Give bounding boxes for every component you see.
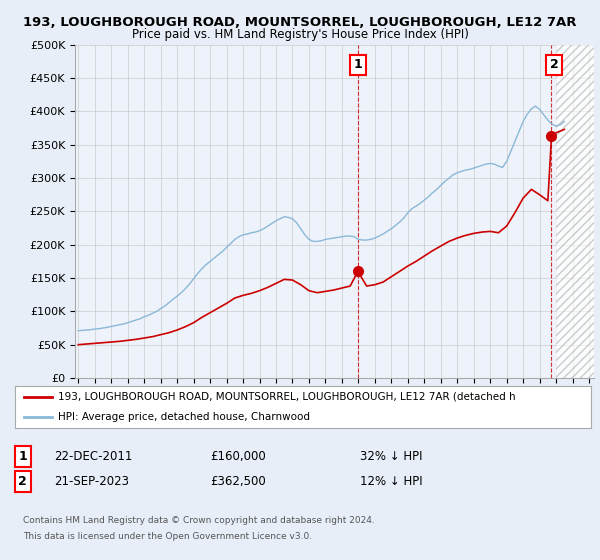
Bar	[556, 45, 597, 378]
Text: 2: 2	[19, 475, 27, 488]
Text: 2: 2	[550, 58, 559, 71]
Text: £362,500: £362,500	[210, 475, 266, 488]
Text: Contains HM Land Registry data © Crown copyright and database right 2024.: Contains HM Land Registry data © Crown c…	[23, 516, 374, 525]
Bar	[556, 45, 597, 378]
Text: This data is licensed under the Open Government Licence v3.0.: This data is licensed under the Open Gov…	[23, 532, 312, 541]
Text: 1: 1	[19, 450, 27, 463]
Text: 22-DEC-2011: 22-DEC-2011	[54, 450, 133, 463]
Text: 193, LOUGHBOROUGH ROAD, MOUNTSORREL, LOUGHBOROUGH, LE12 7AR: 193, LOUGHBOROUGH ROAD, MOUNTSORREL, LOU…	[23, 16, 577, 29]
Text: £160,000: £160,000	[210, 450, 266, 463]
Text: 193, LOUGHBOROUGH ROAD, MOUNTSORREL, LOUGHBOROUGH, LE12 7AR (detached h: 193, LOUGHBOROUGH ROAD, MOUNTSORREL, LOU…	[58, 392, 516, 402]
Text: HPI: Average price, detached house, Charnwood: HPI: Average price, detached house, Char…	[58, 412, 310, 422]
Text: 21-SEP-2023: 21-SEP-2023	[54, 475, 129, 488]
Text: 1: 1	[353, 58, 362, 71]
Text: Price paid vs. HM Land Registry's House Price Index (HPI): Price paid vs. HM Land Registry's House …	[131, 28, 469, 41]
Text: 12% ↓ HPI: 12% ↓ HPI	[360, 475, 422, 488]
Text: 32% ↓ HPI: 32% ↓ HPI	[360, 450, 422, 463]
